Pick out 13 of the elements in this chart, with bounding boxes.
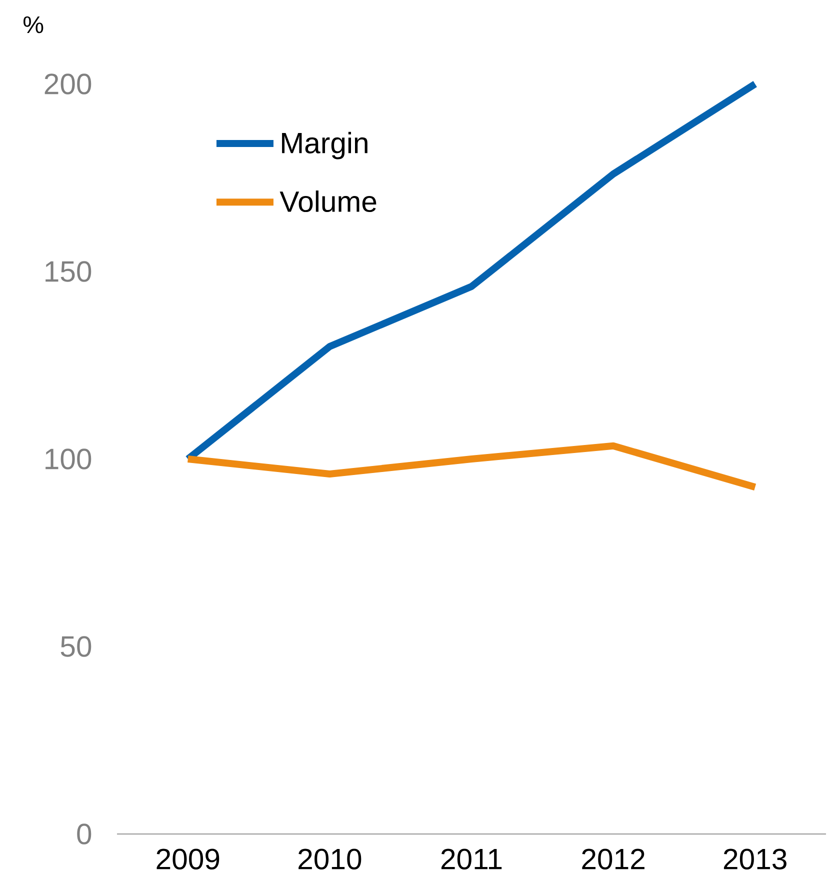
x-tick-label: 2012: [582, 848, 644, 870]
legend-label: Margin: [282, 132, 368, 160]
x-tick-label: 2011: [441, 848, 502, 870]
x-tick-label: 2009: [156, 848, 220, 870]
legend-label: Volume: [280, 190, 376, 212]
y-tick-label: 0: [77, 824, 92, 844]
y-tick-label: 200: [44, 74, 92, 94]
y-tick-label: 100: [46, 448, 92, 470]
x-tick-label: 2013: [724, 848, 786, 870]
y-axis-title: %: [24, 16, 44, 34]
x-tick-label: 2010: [298, 848, 362, 870]
y-tick-label: 150: [46, 261, 92, 282]
y-tick-label: 50: [60, 636, 92, 657]
